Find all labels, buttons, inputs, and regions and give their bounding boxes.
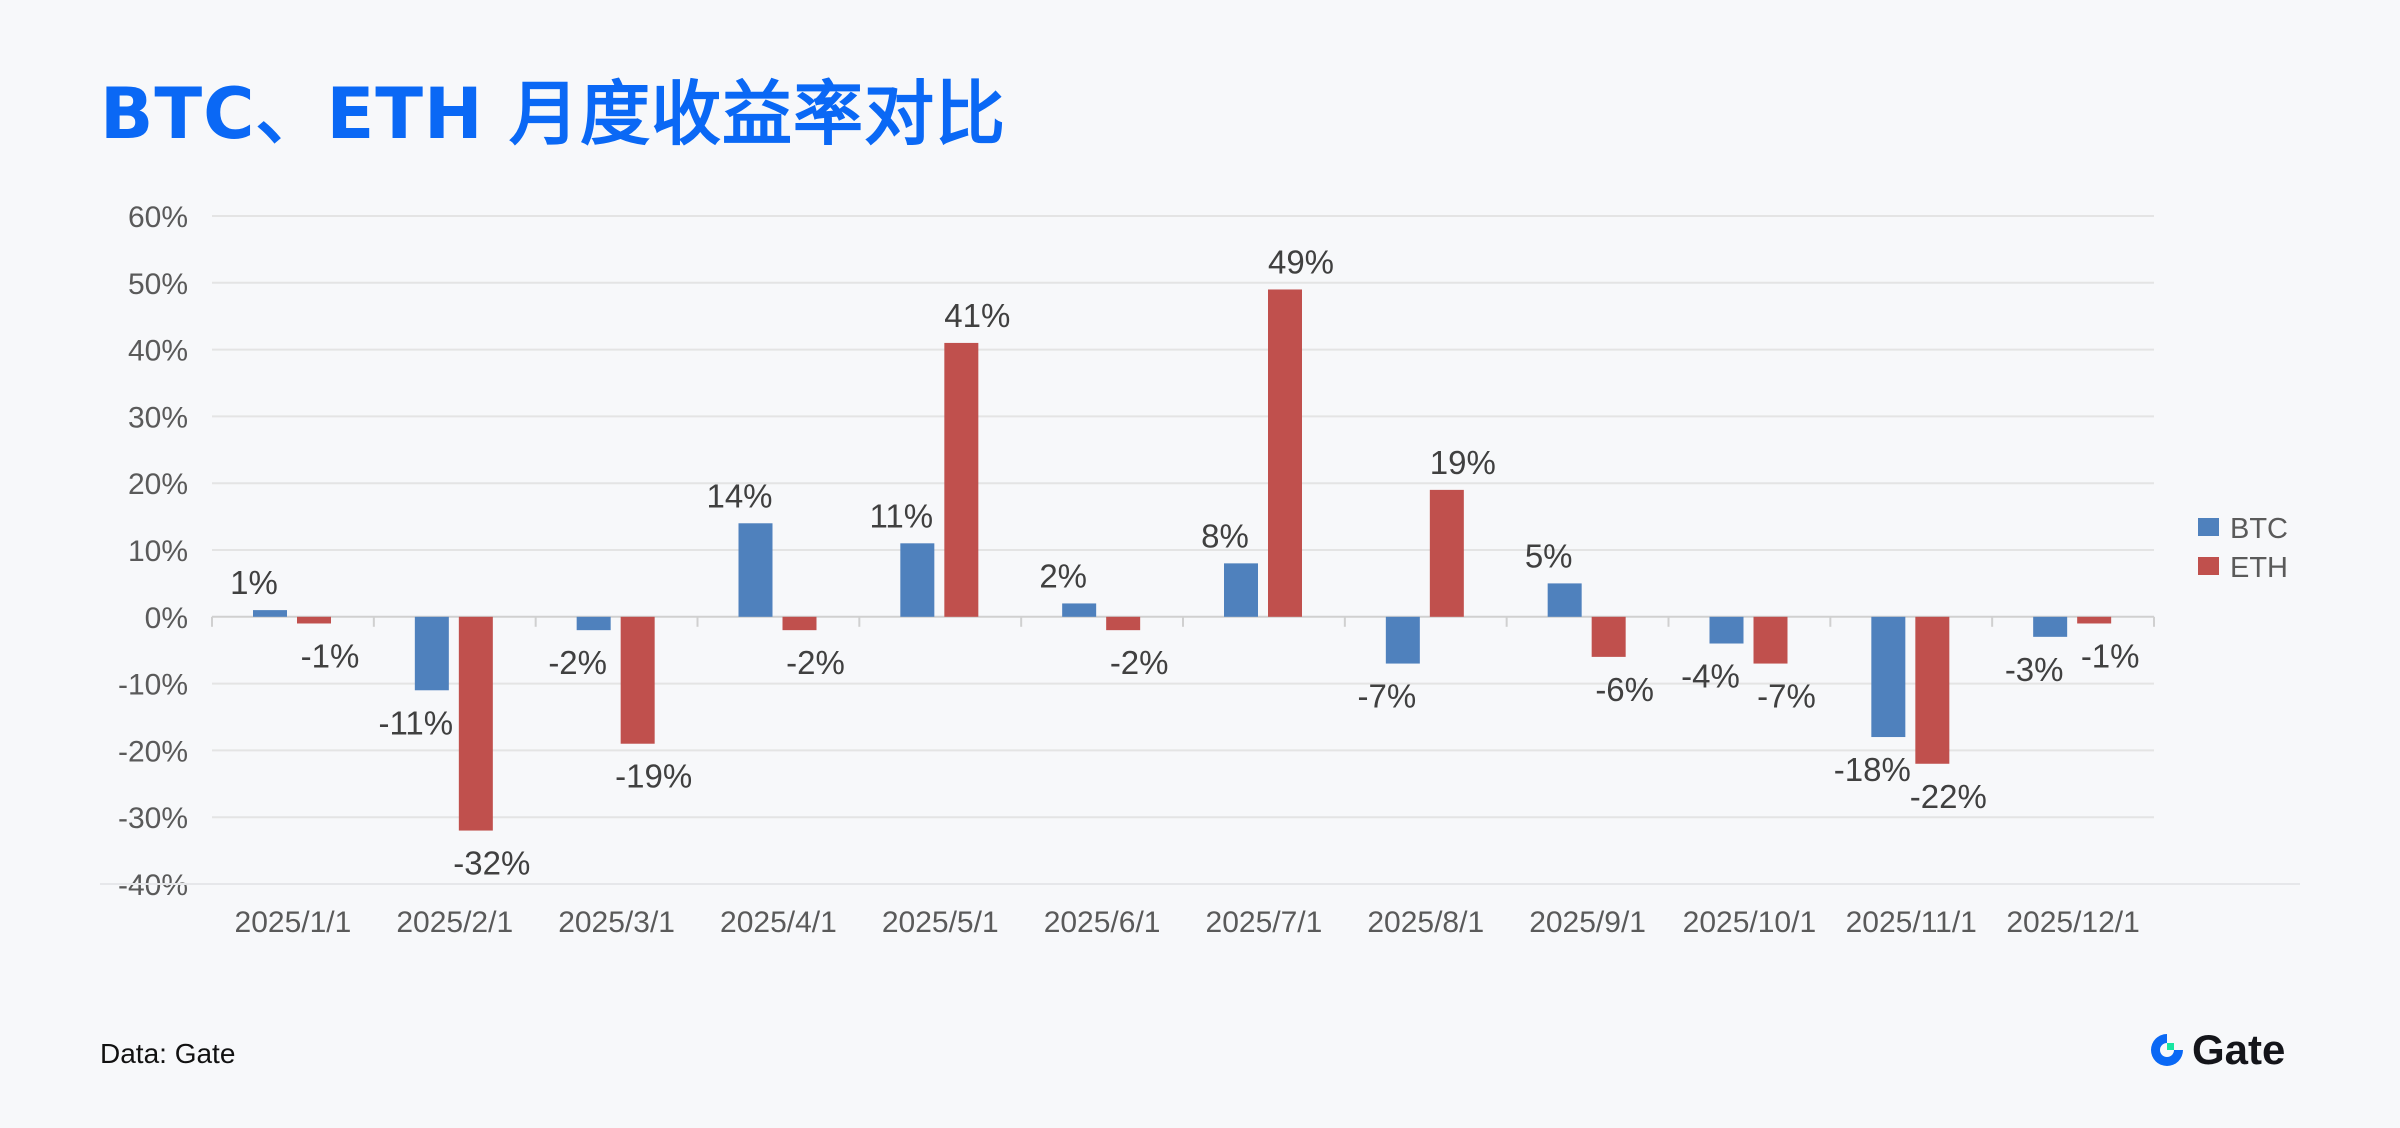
eth-data-label: -19%: [615, 758, 692, 795]
eth-bar: [2077, 616, 2112, 624]
eth-data-label: -1%: [301, 637, 360, 674]
eth-data-label: -7%: [1757, 678, 1816, 715]
y-tick-label: -30%: [118, 802, 188, 835]
x-tick-label: 2025/12/1: [2006, 906, 2139, 939]
btc-bar: [1547, 583, 1582, 617]
btc-data-label: -7%: [1357, 678, 1416, 715]
y-tick-label: -20%: [118, 735, 188, 768]
eth-bar: [944, 342, 979, 617]
btc-bar: [738, 523, 773, 617]
btc-data-label: 1%: [230, 564, 278, 601]
y-tick-label: 10%: [128, 535, 188, 568]
eth-bar: [297, 616, 331, 624]
eth-data-label: -1%: [2081, 637, 2140, 674]
eth-data-label: -32%: [453, 845, 530, 882]
gate-logo: Gate: [2148, 1026, 2285, 1074]
btc-bar: [1871, 616, 1906, 738]
eth-bar: [458, 616, 493, 831]
btc-data-label: -11%: [379, 704, 454, 741]
x-tick-label: 2025/1/1: [235, 906, 352, 939]
eth-bar: [1753, 616, 1788, 664]
eth-data-label: -2%: [1110, 644, 1169, 681]
x-tick-label: 2025/9/1: [1529, 906, 1646, 939]
y-tick-label: 20%: [128, 468, 188, 501]
x-tick-label: 2025/3/1: [558, 906, 675, 939]
chart-title: BTC、ETH 月度收益率对比: [100, 73, 1006, 155]
btc-bar: [1385, 616, 1420, 664]
divider: [100, 883, 2300, 885]
data-source: Data: Gate: [100, 1038, 236, 1069]
y-tick-label: 30%: [128, 401, 188, 434]
y-tick-label: -10%: [118, 669, 188, 702]
btc-bar: [900, 543, 935, 617]
x-tick-label: 2025/10/1: [1683, 906, 1816, 939]
y-tick-label: 0%: [145, 602, 188, 635]
legend-swatch-btc: [2198, 518, 2219, 536]
btc-bar: [253, 610, 287, 617]
eth-bar: [1429, 489, 1464, 617]
btc-data-label: -3%: [2005, 651, 2064, 688]
btc-bar: [414, 616, 449, 691]
btc-data-label: 11%: [870, 497, 934, 534]
legend-label-btc: BTC: [2230, 513, 2288, 545]
eth-data-label: 49%: [1268, 243, 1334, 280]
x-tick-label: 2025/8/1: [1367, 906, 1484, 939]
eth-data-label: -2%: [786, 644, 845, 681]
btc-bar: [1224, 563, 1258, 617]
btc-data-label: 14%: [706, 477, 772, 514]
eth-data-label: 41%: [944, 297, 1010, 334]
eth-bar: [1268, 289, 1302, 617]
x-tick-label: 2025/4/1: [720, 906, 837, 939]
x-tick-label: 2025/7/1: [1206, 906, 1323, 939]
gate-logo-icon: [2151, 1034, 2183, 1066]
gate-logo-text: Gate: [2192, 1026, 2286, 1073]
btc-data-label: 5%: [1525, 537, 1573, 574]
y-tick-label: 50%: [128, 268, 188, 301]
btc-data-label: 8%: [1201, 517, 1249, 554]
eth-bar: [1106, 616, 1141, 631]
btc-data-label: -4%: [1681, 658, 1740, 695]
y-tick-label: 60%: [128, 201, 188, 234]
eth-data-label: 19%: [1430, 444, 1496, 481]
y-tick-label: 40%: [128, 335, 188, 368]
btc-bar: [1709, 616, 1744, 644]
eth-bar: [782, 616, 817, 631]
btc-bar: [2033, 616, 2068, 637]
x-tick-label: 2025/2/1: [396, 906, 513, 939]
legend-label-eth: ETH: [2230, 552, 2288, 584]
x-tick-label: 2025/11/1: [1846, 906, 1977, 939]
btc-bar: [1062, 603, 1097, 617]
eth-bar: [620, 616, 655, 744]
btc-data-label: -18%: [1834, 751, 1911, 788]
eth-bar: [1591, 616, 1626, 657]
y-tick-label: -40%: [118, 869, 188, 902]
eth-data-label: -22%: [1910, 778, 1987, 815]
btc-data-label: 2%: [1039, 557, 1087, 594]
eth-bar: [1915, 616, 1950, 764]
x-tick-label: 2025/5/1: [882, 906, 999, 939]
btc-bar: [576, 616, 611, 631]
x-tick-label: 2025/6/1: [1044, 906, 1161, 939]
btc-data-label: -2%: [548, 644, 607, 681]
legend-swatch-eth: [2198, 557, 2219, 575]
eth-data-label: -6%: [1595, 671, 1654, 708]
